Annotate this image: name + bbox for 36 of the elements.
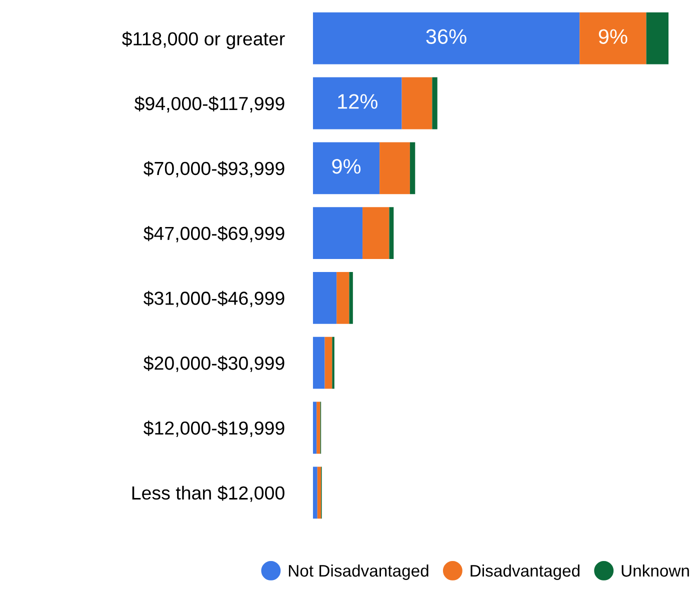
legend-label: Not Disadvantaged [288, 564, 428, 580]
bar [312, 336, 325, 389]
y-tick-label: $118,000 or greater [122, 31, 285, 50]
bar [312, 272, 337, 324]
data-label: 12% [338, 94, 378, 109]
y-tick-label: Less than $12,000 [132, 486, 284, 502]
bar [312, 12, 580, 64]
bar [312, 142, 380, 194]
legend-label: Unknown [622, 564, 689, 577]
bar [389, 207, 394, 260]
y-tick-label: $31,000-$46,999 [144, 290, 284, 308]
bar [402, 77, 432, 130]
legend-label: Disadvantaged [470, 564, 580, 580]
bar [432, 77, 438, 130]
bar [349, 272, 353, 324]
bar [312, 207, 363, 260]
y-tick-label: $94,000-$117,999 [134, 96, 284, 112]
y-tick-label: $20,000-$30,999 [144, 356, 284, 372]
bar [410, 142, 416, 194]
bar [336, 272, 350, 324]
data-label: 9% [598, 29, 628, 44]
bar [312, 402, 317, 454]
bar [324, 336, 332, 389]
y-tick-label: $70,000-$93,999 [144, 161, 284, 178]
bar [317, 466, 322, 519]
data-label: 36% [426, 29, 466, 44]
bar [316, 402, 320, 454]
bar [646, 12, 668, 64]
y-tick-label: $12,000-$19,999 [144, 420, 284, 437]
data-label: 9% [332, 158, 361, 174]
bar [362, 207, 390, 260]
bar [312, 466, 318, 519]
y-tick-label: $47,000-$69,999 [144, 226, 284, 242]
bar [580, 12, 646, 64]
bar [380, 142, 410, 194]
bar [312, 77, 402, 130]
